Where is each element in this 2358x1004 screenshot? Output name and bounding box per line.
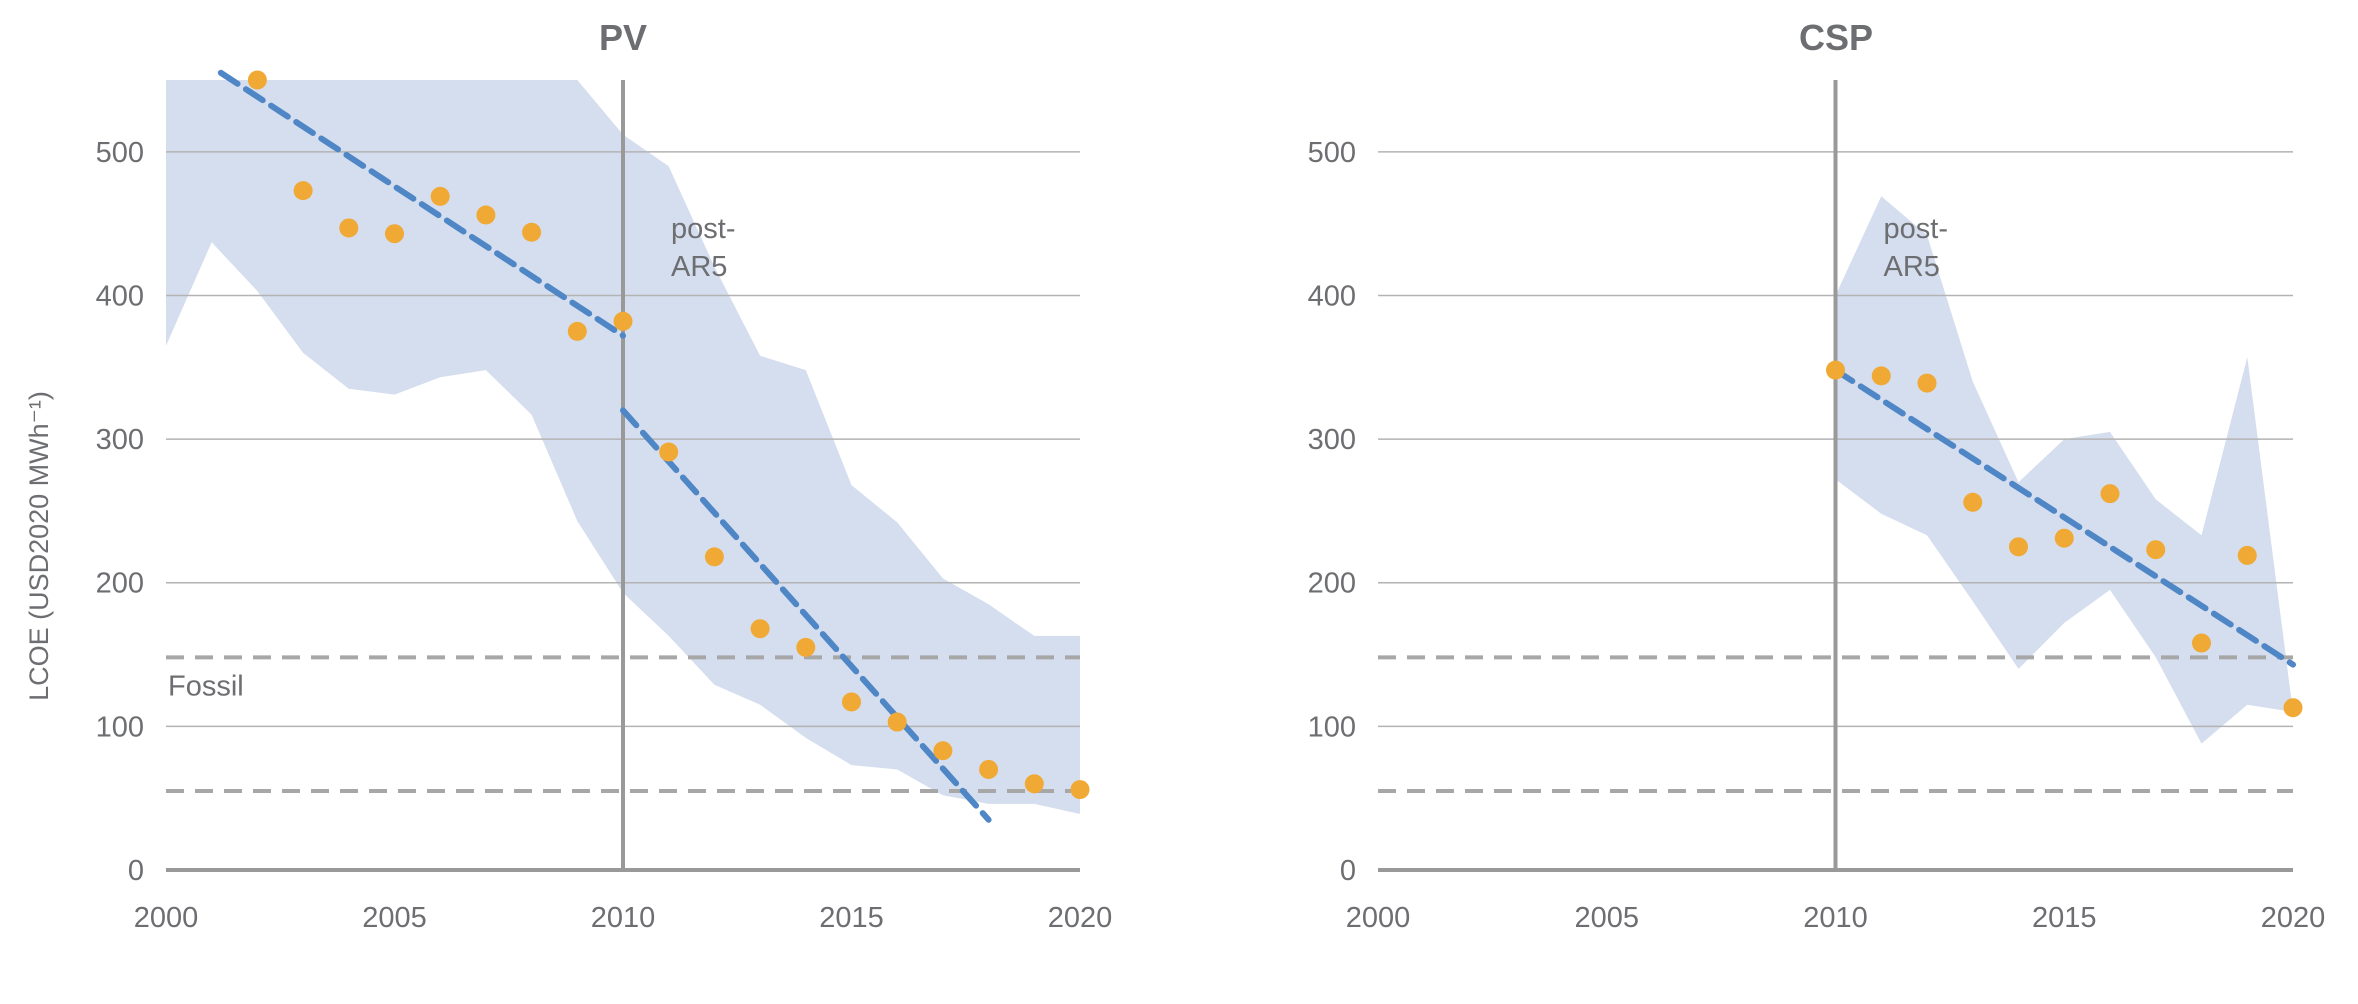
data-point [293,181,313,201]
chart-title: CSP [1799,17,1873,58]
data-point [522,222,542,242]
csp-chart-panel: CSP 0 100 200 300 400 500 2000 2005 2010 2015 2020 p… [1308,17,2326,934]
y-tick-label: 500 [1308,137,1356,169]
data-point [704,547,724,567]
x-tick-label: 2015 [819,902,884,934]
data-point [1917,373,1937,393]
data-point [247,70,267,90]
data-point [567,321,587,341]
data-point [1826,360,1845,380]
post-ar5-label: post- [671,213,735,245]
data-point [933,741,953,761]
data-point [1871,366,1891,386]
trend-line [620,407,992,823]
data-point [1963,492,1983,512]
range-band [1835,196,2293,744]
x-tick-label: 2010 [591,902,656,934]
x-tick-label: 2015 [2032,902,2097,934]
x-tick-label: 2010 [1803,902,1868,934]
data-point [339,218,359,238]
data-point [2283,698,2303,718]
data-point [613,311,633,331]
x-tick-label: 2005 [362,902,427,934]
y-axis-label: LCOE (USD2020 MWh⁻¹) [24,391,54,701]
y-tick-label: 200 [1308,568,1356,600]
y-tick-label: 300 [96,424,144,456]
post-ar5-label: AR5 [671,251,727,283]
x-tick-label: 2020 [1048,902,1113,934]
data-point [2054,528,2074,548]
x-tick-label: 2005 [1574,902,1639,934]
x-tick-label: 2020 [2261,902,2326,934]
y-tick-label: 100 [96,711,144,743]
data-point [2192,633,2211,653]
data-point [979,759,999,779]
data-point [2146,540,2166,560]
data-point [476,205,496,225]
data-point [2009,537,2028,557]
y-tick-label: 200 [96,568,144,600]
data-point [2237,545,2257,565]
y-tick-label: 500 [96,137,144,169]
y-tick-label: 400 [1308,280,1356,312]
data-point [2100,484,2120,504]
post-ar5-label: post- [1884,213,1948,245]
data-point [1024,774,1044,794]
chart-title: PV [599,17,647,58]
x-tick-label: 2000 [1346,902,1411,934]
y-tick-label: 0 [128,855,144,887]
data-point [430,186,450,206]
data-point [750,619,770,639]
data-point [887,712,907,732]
y-tick-label: 400 [96,280,144,312]
trend-line [217,69,626,339]
data-point [385,224,404,244]
y-tick-label: 100 [1308,711,1356,743]
y-tick-label: 0 [1340,855,1356,887]
post-ar5-label: AR5 [1884,251,1940,283]
data-point [796,637,816,657]
fossil-label: Fossil [168,670,244,702]
y-tick-label: 300 [1308,424,1356,456]
x-tick-label: 2000 [134,902,199,934]
data-point [1070,780,1090,800]
data-point [842,692,861,712]
pv-chart-panel: PV 0 100 200 300 400 500 Fossil 2000 2005 2010 2015… [96,17,1113,934]
trend-line [1832,367,2296,668]
data-point [659,442,679,462]
